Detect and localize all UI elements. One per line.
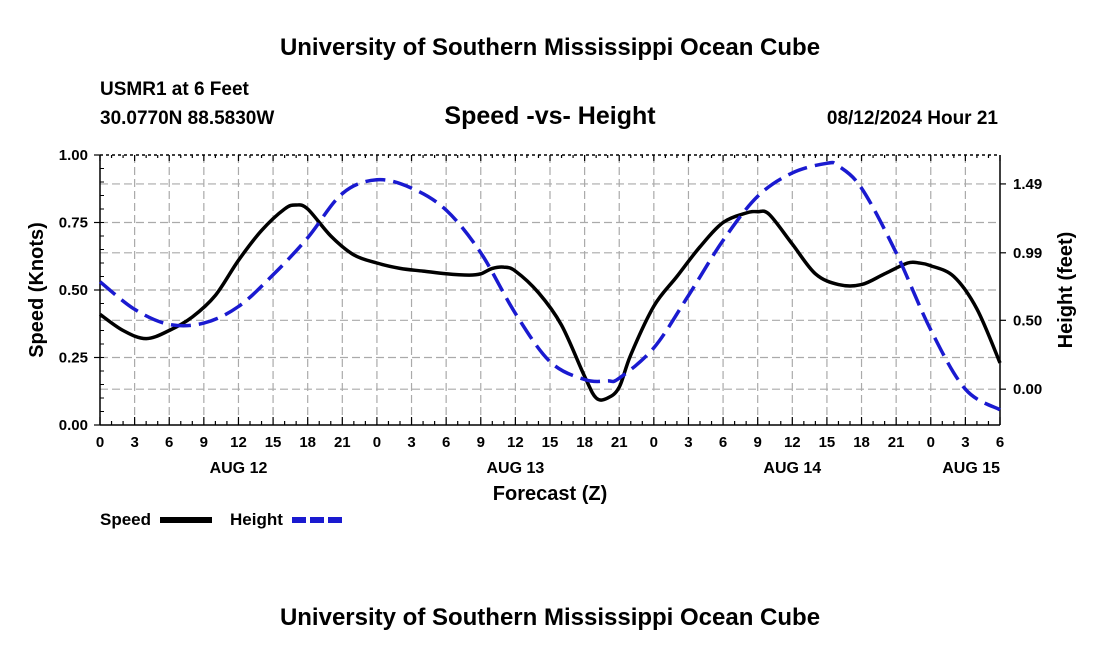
x-tick-label: 21 (611, 434, 628, 451)
x-tick-label: 6 (442, 434, 450, 451)
x-tick-label: 21 (888, 434, 905, 451)
speed-series-line (98, 203, 1002, 402)
x-tick-label: 12 (507, 434, 524, 451)
x-tick-label: 9 (477, 434, 485, 451)
x-tick-label: 18 (576, 434, 593, 451)
x-tick-label: 12 (784, 434, 801, 451)
y2-tick-label: 0.00 (1013, 381, 1042, 398)
legend: Speed Height (100, 510, 343, 529)
x-tick-label: 15 (542, 434, 559, 451)
x-tick-label: 9 (200, 434, 208, 451)
y-axis-label-left: Speed (Knots) (26, 222, 48, 358)
x-tick-label: 21 (334, 434, 351, 451)
y-axis-label-right: Height (feet) (1055, 232, 1077, 349)
x-day-label: AUG 13 (486, 460, 544, 477)
x-day-label: AUG 14 (763, 460, 821, 477)
x-tick-label: 12 (230, 434, 247, 451)
page-title: University of Southern Mississippi Ocean… (280, 34, 820, 61)
x-tick-label: 0 (373, 434, 381, 451)
x-tick-label: 3 (130, 434, 138, 451)
y2-tick-label: 0.99 (1013, 245, 1042, 262)
x-tick-label: 0 (96, 434, 104, 451)
x-tick-label: 6 (996, 434, 1004, 451)
x-tick-label: 0 (650, 434, 658, 451)
legend-speed-label: Speed (100, 510, 151, 529)
chart-axes (94, 154, 1006, 426)
y2-tick-label: 1.49 (1013, 176, 1042, 193)
chart-title: Speed -vs- Height (444, 102, 656, 130)
y-tick-label: 0.25 (59, 350, 88, 367)
y-tick-label: 0.00 (59, 417, 88, 434)
x-tick-label: 18 (299, 434, 316, 451)
y-tick-label: 0.50 (59, 282, 88, 299)
x-tick-label: 6 (719, 434, 727, 451)
x-tick-label: 15 (265, 434, 282, 451)
y-tick-label: 0.75 (59, 215, 88, 232)
y2-tick-label: 0.50 (1013, 312, 1042, 329)
legend-height-label: Height (230, 510, 283, 529)
issued-time: 08/12/2024 Hour 21 (827, 108, 999, 129)
x-day-label: AUG 12 (210, 460, 268, 477)
y-tick-label: 1.00 (59, 147, 88, 164)
x-tick-label: 3 (961, 434, 969, 451)
x-tick-label: 18 (853, 434, 870, 451)
x-tick-label: 6 (165, 434, 173, 451)
chart-series (98, 160, 1002, 412)
x-tick-label: 3 (684, 434, 692, 451)
x-day-label: AUG 15 (942, 460, 1000, 477)
x-tick-label: 3 (407, 434, 415, 451)
x-tick-label: 0 (927, 434, 935, 451)
x-axis-label: Forecast (Z) (493, 483, 607, 505)
height-series-line (98, 160, 1001, 412)
x-tick-label: 9 (754, 434, 762, 451)
x-tick-label: 15 (819, 434, 836, 451)
station-coords: 30.0770N 88.5830W (100, 108, 274, 129)
footer-title: University of Southern Mississippi Ocean… (280, 604, 820, 631)
chart-tick-labels: 0 3 6 9 12 15 18 21 0 3 6 9 12 15 18 21 0 3 6 9 12 15 18 21 0 3 6 A… (59, 147, 1042, 477)
station-name: USMR1 at 6 Feet (100, 79, 250, 100)
